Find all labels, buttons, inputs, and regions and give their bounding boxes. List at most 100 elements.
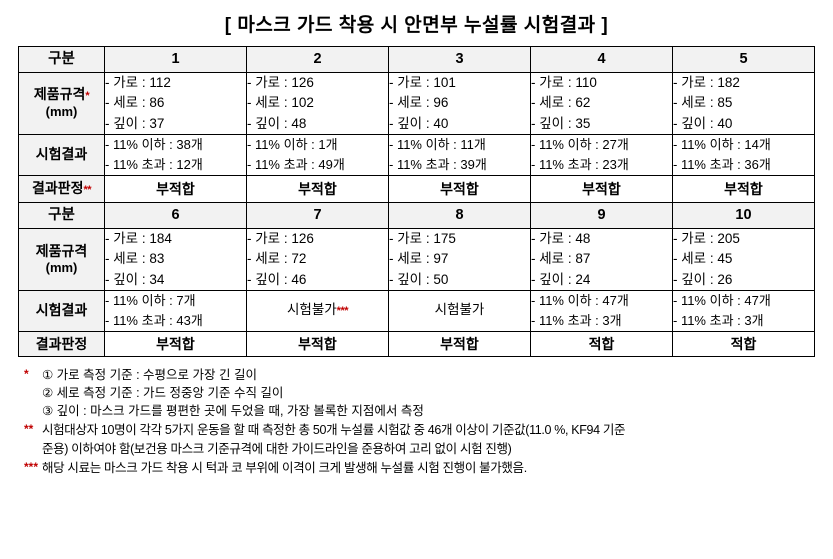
footnote-line: 해당 시료는 마스크 가드 착용 시 턱과 코 부위에 이격이 크게 발생해 누…	[42, 460, 527, 475]
spec-depth: - 깊이 : 46	[247, 271, 307, 287]
cell-spec-9: - 가로 : 48 - 세로 : 87 - 깊이 : 24	[530, 228, 673, 291]
cell-result-1: - 11% 이하 : 38개 - 11% 초과 : 12개	[104, 133, 247, 177]
header-cell-sample-6: 6	[104, 202, 247, 230]
header-cell-sample-3: 3	[388, 46, 531, 73]
cell-spec-7: - 가로 : 126 - 세로 : 72 - 깊이 : 46	[246, 228, 389, 291]
spec-depth: - 깊이 : 26	[673, 271, 733, 287]
cell-result-5: - 11% 이하 : 14개 - 11% 초과 : 36개	[672, 133, 815, 177]
row-label-verdict-text: 결과판정	[31, 180, 84, 197]
spec-depth: - 깊이 : 24	[531, 271, 591, 287]
row-label-spec-unit: (mm)	[45, 104, 78, 120]
cell-verdict-9: 적합	[530, 331, 673, 358]
result-over: - 11% 초과 : 43개	[105, 312, 203, 328]
table-row-spec-block2: 제품규격 (mm) - 가로 : 184 - 세로 : 83 - 깊이 : 34…	[18, 228, 815, 291]
result-untestable: 시험불가	[286, 302, 337, 318]
row-label-spec-unit-2: (mm)	[45, 260, 78, 276]
table-row-result-block2: 시험결과 - 11% 이하 : 7개 - 11% 초과 : 43개 시험불가**…	[18, 289, 815, 333]
cell-verdict-5: 부적합	[672, 175, 815, 204]
spec-height: - 세로 : 97	[389, 251, 449, 267]
result-over: - 11% 초과 : 49개	[247, 156, 345, 172]
header-cell-sample-1: 1	[104, 46, 247, 73]
result-over: - 11% 초과 : 3개	[673, 312, 764, 328]
result-under: - 11% 이하 : 7개	[105, 292, 196, 308]
spec-depth: - 깊이 : 34	[105, 271, 165, 287]
result-under: - 11% 이하 : 27개	[531, 136, 629, 152]
result-over: - 11% 초과 : 36개	[673, 156, 771, 172]
cell-verdict-4: 부적합	[530, 175, 673, 204]
result-under: - 11% 이하 : 47개	[531, 292, 629, 308]
result-under: - 11% 이하 : 14개	[673, 136, 771, 152]
row-label-test-result-2: 시험결과	[18, 289, 105, 333]
spec-width: - 가로 : 182	[673, 75, 740, 90]
spec-width: - 가로 : 175	[389, 231, 456, 247]
header-cell-sample-7: 7	[246, 202, 389, 230]
cell-verdict-1: 부적합	[104, 175, 247, 204]
result-under: - 11% 이하 : 11개	[389, 136, 486, 152]
spec-height: - 세로 : 87	[531, 251, 591, 267]
table-header-row-block2: 구분 6 7 8 9 10	[18, 202, 815, 230]
header-cell-sample-8: 8	[388, 202, 531, 230]
cell-verdict-2: 부적합	[246, 175, 389, 204]
verdict-asterisk-mark: **	[83, 184, 92, 197]
header-cell-sample-5: 5	[672, 46, 815, 73]
footnote-mark-single: *	[24, 367, 29, 382]
header-cell-sample-9: 9	[530, 202, 673, 230]
cell-spec-6: - 가로 : 184 - 세로 : 83 - 깊이 : 34	[104, 228, 247, 291]
spec-depth: - 깊이 : 50	[389, 271, 449, 287]
spec-height: - 세로 : 72	[247, 251, 307, 267]
spec-width: - 가로 : 110	[531, 75, 597, 90]
row-label-spec-text: 제품규격	[33, 86, 86, 103]
footnote-body-1: ① 가로 측정 기준 : 수평으로 가장 긴 길이 ② 세로 측정 기준 : 가…	[42, 366, 819, 420]
cell-spec-4: - 가로 : 110 - 세로 : 62 - 깊이 : 35	[530, 72, 673, 135]
footnote-line: 준용) 이하여야 함(보건용 마스크 기준규격에 대한 가이드라인을 준용하여 …	[42, 441, 512, 456]
spec-height: - 세로 : 45	[673, 251, 733, 267]
footnote-body-3: 해당 시료는 마스크 가드 착용 시 턱과 코 부위에 이격이 크게 발생해 누…	[42, 459, 819, 477]
table-row-result-block1: 시험결과 - 11% 이하 : 38개 - 11% 초과 : 12개 - 11%…	[18, 133, 815, 177]
row-label-spec-2: 제품규격 (mm)	[18, 228, 105, 291]
result-over: - 11% 초과 : 23개	[531, 156, 629, 172]
cell-spec-3: - 가로 : 101 - 세로 : 96 - 깊이 : 40	[388, 72, 531, 135]
row-label-verdict: 결과판정**	[18, 175, 105, 204]
footnote-body-2: 시험대상자 10명이 각각 5가지 운동을 할 때 측정한 총 50개 누설률 …	[42, 421, 819, 457]
result-over: - 11% 초과 : 12개	[105, 156, 203, 172]
footnote-line: ② 세로 측정 기준 : 가드 정중앙 기준 수직 길이	[42, 386, 284, 401]
spec-depth: - 깊이 : 40	[389, 115, 449, 131]
spec-height: - 세로 : 62	[531, 95, 591, 111]
cell-result-2: - 11% 이하 : 1개 - 11% 초과 : 49개	[246, 133, 389, 177]
row-label-verdict-2: 결과판정	[18, 331, 105, 358]
cell-verdict-6: 부적합	[104, 331, 247, 358]
page-title: [ 마스크 가드 착용 시 안면부 누설률 시험결과 ]	[224, 15, 609, 36]
footnote-line: ① 가로 측정 기준 : 수평으로 가장 긴 길이	[42, 368, 257, 383]
spec-height: - 세로 : 86	[105, 95, 165, 111]
spec-asterisk-mark: *	[85, 90, 90, 103]
spec-width: - 가로 : 205	[673, 231, 740, 247]
table-row-spec-block1: 제품규격* (mm) - 가로 : 112 - 세로 : 86 - 깊이 : 3…	[18, 72, 815, 135]
result-under: - 11% 이하 : 47개	[673, 292, 771, 308]
spec-height: - 세로 : 102	[247, 95, 314, 111]
footnote-line: ③ 깊이 : 마스크 가드를 평편한 곳에 두었을 때, 가장 볼록한 지점에서…	[42, 404, 424, 419]
cell-spec-1: - 가로 : 112 - 세로 : 86 - 깊이 : 37	[104, 72, 247, 135]
row-label-spec-text-2: 제품규격	[35, 242, 88, 259]
spec-width: - 가로 : 48	[531, 231, 591, 247]
cell-result-8: 시험불가	[388, 289, 531, 333]
cell-spec-8: - 가로 : 175 - 세로 : 97 - 깊이 : 50	[388, 228, 531, 291]
cell-spec-10: - 가로 : 205 - 세로 : 45 - 깊이 : 26	[672, 228, 815, 291]
row-label-test-result: 시험결과	[18, 133, 105, 177]
cell-verdict-7: 부적합	[246, 331, 389, 358]
result-untestable: 시험불가	[434, 302, 485, 318]
result-over: - 11% 초과 : 3개	[531, 312, 622, 328]
spec-height: - 세로 : 96	[389, 95, 449, 111]
spec-height: - 세로 : 83	[105, 251, 165, 267]
table-header-row-block1: 구분 1 2 3 4 5	[18, 46, 815, 73]
spec-width: - 가로 : 184	[105, 231, 172, 247]
cell-result-10: - 11% 이하 : 47개 - 11% 초과 : 3개	[672, 289, 815, 333]
cell-verdict-10: 적합	[672, 331, 815, 358]
cell-result-9: - 11% 이하 : 47개 - 11% 초과 : 3개	[530, 289, 673, 333]
spec-depth: - 깊이 : 37	[105, 115, 165, 131]
cell-verdict-8: 부적합	[388, 331, 531, 358]
footnotes: * ① 가로 측정 기준 : 수평으로 가장 긴 길이 ② 세로 측정 기준 :…	[0, 366, 833, 477]
cell-spec-2: - 가로 : 126 - 세로 : 102 - 깊이 : 48	[246, 72, 389, 135]
spec-width: - 가로 : 126	[247, 75, 314, 90]
cell-result-7: 시험불가***	[246, 289, 389, 333]
